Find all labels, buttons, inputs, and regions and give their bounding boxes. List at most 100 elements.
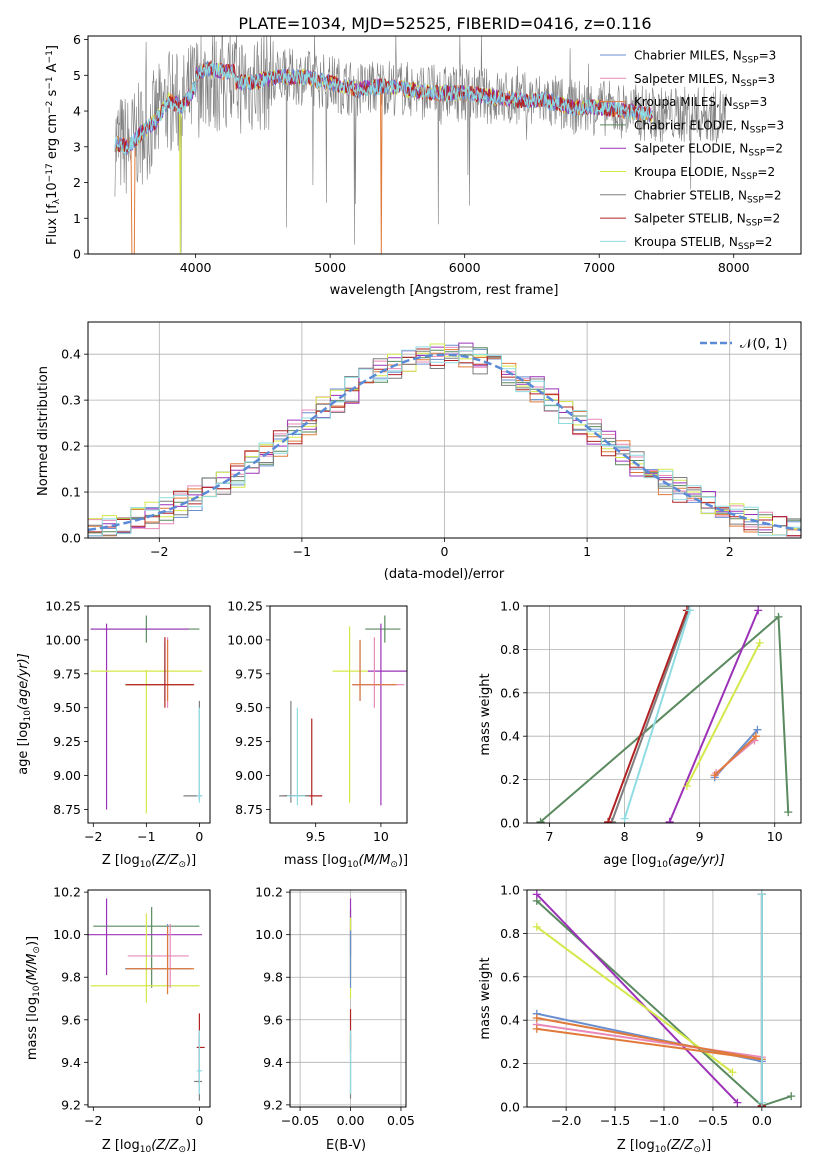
- label-part: (age/yr)]: [16, 653, 31, 710]
- x-axis-label: Z [log10(Z/Z⊙)]: [102, 853, 196, 870]
- label-part: age [log: [16, 722, 31, 775]
- plus-marker: [536, 817, 545, 823]
- y-tick-label: 9.25: [235, 734, 263, 749]
- y-tick-label: 9.2: [61, 1097, 81, 1112]
- label-part: SSP: [750, 125, 767, 135]
- plus-marker: [532, 922, 541, 931]
- x-tick-label: −1: [293, 544, 311, 559]
- plus-marker: [682, 782, 691, 791]
- series-line: [623, 610, 691, 819]
- y-tick-label: 0.2: [500, 1056, 520, 1071]
- label-part: SSP: [746, 218, 763, 228]
- series-line: [686, 642, 761, 787]
- x-tick-label: 0: [195, 829, 203, 844]
- y-axis-label: Normed distribution: [36, 366, 51, 496]
- label-part: =3: [757, 72, 775, 86]
- legend-label: Salpeter ELODIE, NSSP=2: [634, 142, 783, 159]
- legend-label: 𝒩(0, 1): [740, 337, 787, 352]
- x-tick-label: 8000: [718, 260, 750, 275]
- y-tick-label: 0.4: [500, 729, 520, 744]
- label-part: A: [45, 63, 60, 76]
- y-tick-label: 9.25: [53, 734, 81, 749]
- x-tick-label: −2.0: [551, 1113, 581, 1128]
- axes-frame: [87, 605, 211, 824]
- series-line: [536, 893, 739, 1104]
- label-part: Chabrier ELODIE, N: [634, 118, 750, 132]
- label-part: ]: [45, 45, 60, 50]
- label-part: Z [log: [102, 1138, 140, 1153]
- x-axis-label: mass [log10(M/M⊙)]: [284, 853, 408, 870]
- axes-frame: [289, 889, 407, 1108]
- y-tick-label: 9.00: [235, 768, 263, 783]
- y-axis-label: mass [log10(M/M⊙)]: [25, 936, 42, 1060]
- y-tick-label: 10.00: [227, 632, 263, 647]
- y-tick-label: 9.75: [235, 666, 263, 681]
- y-tick-label: 0.3: [61, 393, 81, 408]
- label-part: Chabrier MILES, N: [634, 49, 742, 63]
- series-line-kroupa-stelib: [114, 61, 653, 156]
- panel-spectrum: 4000 5000 6000 7000 8000 0 1 2 3 4 5 6 wavelength [A…: [45, 32, 802, 298]
- label-part: SSP: [748, 148, 765, 158]
- y-tick-label: 0.8: [500, 926, 520, 941]
- x-tick-label: 1: [583, 544, 591, 559]
- label-part: =2: [757, 165, 775, 179]
- y-tick-label: 0.8: [500, 642, 520, 657]
- label-part: =2: [755, 235, 773, 249]
- plus-marker: [728, 1068, 737, 1077]
- y-axis-label: Flux [fλ10−17 erg cm−2 s−1 A−1]: [45, 45, 62, 245]
- legend-label: Chabrier ELODIE, NSSP=3: [634, 118, 784, 135]
- x-tick-label: −0.05: [281, 1113, 319, 1128]
- plus-marker: [665, 817, 674, 823]
- label-part: =3: [750, 95, 768, 109]
- plot-area: [88, 898, 205, 1101]
- series-line: [536, 1017, 763, 1061]
- label-part: −17: [45, 163, 55, 182]
- y-tick-label: 0.1: [61, 485, 81, 500]
- legend-label: Kroupa ELODIE, NSSP=2: [634, 165, 775, 182]
- x-axis-label: wavelength [Angstrom, rest frame]: [330, 283, 559, 298]
- label-part: ⊙: [178, 1145, 186, 1155]
- series-line: [610, 609, 690, 823]
- y-tick-label: 1: [73, 211, 81, 226]
- y-tick-label: 0.0: [61, 531, 81, 546]
- y-tick-label: 1.0: [500, 883, 520, 898]
- panel-mass_vs_Z: −2 09.29.49.69.810.010.2Z [log10(Z/Z⊙)]ma…: [25, 885, 211, 1155]
- y-tick-label: 9.8: [263, 970, 283, 985]
- y-tick-label: 10.0: [255, 927, 283, 942]
- y-tick-label: 3: [73, 139, 81, 154]
- plus-marker: [685, 606, 694, 615]
- label-part: SSP: [747, 195, 764, 205]
- label-part: (Z/Z: [666, 1138, 694, 1153]
- y-axis-label: age [log10(age/yr)]: [16, 653, 33, 775]
- x-tick-label: −1.5: [600, 1113, 630, 1128]
- x-tick-label: 10: [373, 829, 389, 844]
- y-tick-label: 9.6: [61, 1012, 81, 1027]
- plot-area: [88, 342, 801, 537]
- label-part: SSP: [741, 78, 758, 88]
- x-axis-label: E(B-V): [326, 1138, 366, 1153]
- panel-massweight_vs_Z: −2.0 −1.5 −1.0 −0.5 0.0 0.0 0.2 0.4 0.6 0.8 1.0 Z […: [478, 883, 802, 1155]
- label-part: Flux [f: [45, 204, 60, 245]
- y-tick-label: 10.0: [53, 927, 81, 942]
- label-part: Z [log: [617, 1138, 655, 1153]
- label-part: )]: [25, 936, 40, 946]
- label-part: SSP: [733, 102, 750, 112]
- label-part: mass [log: [284, 853, 347, 868]
- plus-marker: [733, 1098, 742, 1107]
- label-part: s: [45, 89, 60, 100]
- axes-frame: [526, 605, 802, 824]
- x-tick-label: 2: [726, 544, 734, 559]
- label-part: 10: [655, 1145, 667, 1155]
- plus-marker: [532, 1024, 541, 1033]
- plus-marker: [753, 725, 762, 734]
- x-tick-label: −2: [84, 1113, 102, 1128]
- x-tick-label: 10: [767, 829, 783, 844]
- y-tick-label: 10.25: [45, 599, 81, 614]
- y-tick-label: 1.0: [500, 599, 520, 614]
- label-part: Salpeter ELODIE, N: [634, 142, 748, 156]
- legend-label: Kroupa MILES, NSSP=3: [634, 95, 767, 112]
- y-tick-label: 9.6: [263, 1012, 283, 1027]
- label-part: (M/M: [25, 954, 40, 986]
- y-tick-label: 0.0: [500, 816, 520, 831]
